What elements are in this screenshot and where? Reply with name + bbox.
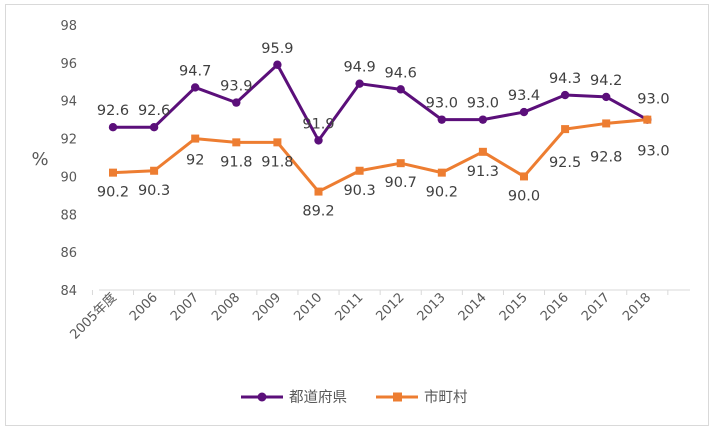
data-point: [396, 159, 405, 168]
data-point: [561, 125, 570, 134]
legend-marker: [257, 392, 267, 402]
y-axis-label: %: [31, 149, 48, 170]
x-tick-label: 2018: [620, 290, 654, 324]
data-label: 93.9: [220, 79, 252, 95]
x-tick-label: 2008: [209, 290, 243, 324]
x-tick-label: 2012: [374, 290, 408, 324]
data-point: [478, 147, 487, 156]
x-tick-label: 2006: [127, 290, 161, 324]
data-label: 92: [186, 153, 204, 169]
data-label: 95.9: [261, 41, 293, 57]
data-point: [191, 134, 200, 143]
data-point: [108, 123, 118, 132]
data-label: 91.9: [302, 116, 334, 132]
data-point: [355, 166, 364, 175]
y-tick-label: 96: [60, 57, 77, 72]
data-label: 93.0: [637, 144, 669, 160]
data-label: 93.0: [637, 92, 669, 108]
y-tick-label: 98: [60, 19, 77, 34]
data-point: [273, 60, 282, 69]
data-point: [109, 168, 117, 177]
y-tick-label: 86: [60, 246, 77, 261]
x-tick-label: 2010: [291, 290, 325, 324]
data-point: [602, 119, 611, 128]
data-point: [437, 115, 446, 124]
data-label: 92.8: [590, 149, 622, 165]
data-point: [314, 187, 323, 196]
data-point: [355, 79, 364, 88]
legend-label: 市町村: [424, 389, 468, 406]
data-label: 94.7: [179, 63, 211, 79]
data-label: 92.6: [138, 103, 170, 119]
data-point: [396, 85, 405, 94]
data-label: 92.5: [549, 155, 581, 171]
y-tick-label: 84: [60, 284, 77, 299]
data-point: [519, 107, 529, 117]
data-label: 91.8: [261, 154, 293, 170]
data-label: 94.3: [549, 71, 581, 87]
data-point: [149, 123, 159, 132]
legend-marker: [393, 392, 402, 402]
data-point: [273, 138, 282, 147]
data-point: [560, 90, 570, 100]
x-tick-label: 2009: [250, 290, 284, 324]
y-tick-label: 90: [60, 170, 77, 185]
data-point: [314, 136, 323, 145]
y-tick-label: 88: [60, 208, 77, 223]
data-label: 92.6: [97, 103, 129, 119]
data-point: [232, 138, 241, 147]
data-label: 90.7: [385, 175, 417, 191]
data-label: 91.8: [220, 154, 252, 170]
data-label: 94.6: [385, 65, 417, 81]
data-point: [437, 168, 446, 177]
x-tick-label: 2013: [415, 290, 449, 324]
data-label: 93.0: [467, 96, 499, 112]
series-line-1: [112, 118, 648, 194]
data-point: [150, 166, 159, 175]
legend-item: 市町村: [376, 389, 468, 406]
x-tick-label: 2015: [497, 290, 531, 324]
data-label: 94.9: [343, 60, 375, 76]
legend-item: 都道府県: [241, 389, 347, 406]
x-tick-label: 2011: [332, 290, 366, 324]
data-label: 89.2: [302, 204, 334, 220]
chart-frame: [5, 4, 709, 426]
data-label: 90.0: [508, 188, 540, 204]
legend-label: 都道府県: [289, 389, 347, 406]
data-point: [478, 115, 488, 124]
x-tick-label: 2016: [538, 290, 572, 324]
data-label: 90.2: [426, 185, 458, 201]
data-point: [191, 83, 200, 92]
x-tick-label: 2007: [168, 290, 202, 324]
y-tick-label: 94: [60, 95, 77, 110]
data-point: [520, 172, 528, 181]
data-point: [232, 98, 241, 107]
x-tick-label: 2017: [579, 290, 613, 324]
data-point: [602, 92, 611, 102]
data-label: 90.3: [343, 183, 375, 199]
y-tick-label: 92: [60, 133, 77, 148]
data-label: 94.2: [590, 73, 622, 89]
data-label: 93.0: [426, 96, 458, 112]
data-label: 91.3: [467, 164, 499, 180]
data-label: 93.4: [508, 88, 540, 104]
data-label: 90.2: [97, 185, 129, 201]
data-point: [643, 115, 652, 124]
series-line-0: [113, 63, 649, 142]
data-label: 90.3: [138, 183, 170, 199]
x-tick-label: 2014: [456, 290, 490, 324]
